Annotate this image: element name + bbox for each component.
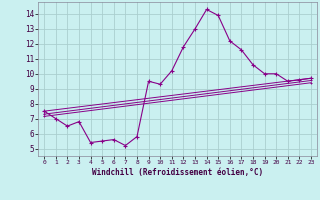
X-axis label: Windchill (Refroidissement éolien,°C): Windchill (Refroidissement éolien,°C) [92, 168, 263, 177]
